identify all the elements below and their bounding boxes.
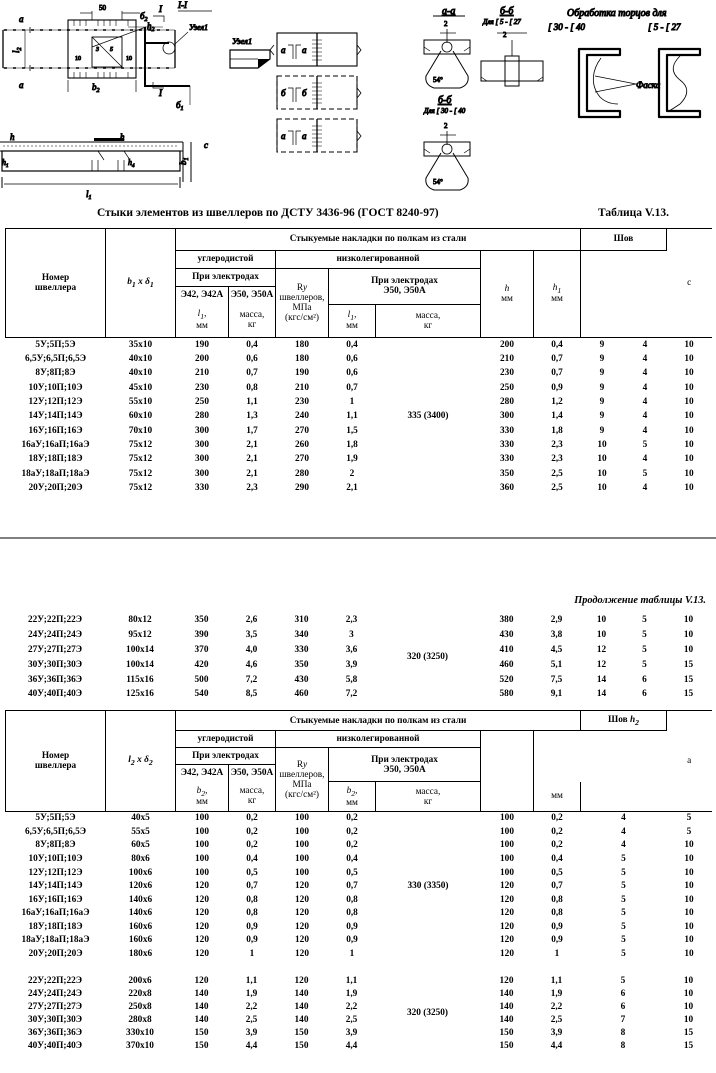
svg-text:a: a bbox=[19, 14, 24, 24]
svg-text:a: a bbox=[281, 45, 286, 55]
svg-text:h: h bbox=[120, 132, 125, 142]
svg-text:Фаска: Фаска bbox=[636, 80, 661, 90]
svg-text:I: I bbox=[158, 88, 163, 98]
svg-text:б-б: б-б bbox=[438, 95, 452, 106]
svg-text:2: 2 bbox=[444, 122, 448, 130]
svg-text:l2: l2 bbox=[11, 47, 23, 53]
svg-text:Для [ 30 - [ 40: Для [ 30 - [ 40 bbox=[423, 107, 466, 115]
svg-text:l1: l1 bbox=[86, 189, 92, 200]
svg-text:h: h bbox=[10, 132, 15, 142]
svg-text:б2: б2 bbox=[140, 11, 148, 23]
svg-text:Узел1: Узел1 bbox=[232, 36, 252, 46]
svg-text:б: б bbox=[302, 88, 307, 98]
svg-text:2: 2 bbox=[444, 20, 448, 28]
svg-text:5: 5 bbox=[110, 47, 113, 53]
svg-text:54°: 54° bbox=[433, 178, 443, 186]
svg-text:3: 3 bbox=[95, 47, 99, 53]
svg-text:б1: б1 bbox=[176, 100, 184, 112]
svg-text:h4: h4 bbox=[128, 158, 135, 169]
svg-text:a: a bbox=[19, 80, 24, 90]
svg-text:h1: h1 bbox=[2, 158, 9, 169]
svg-text:б-б: б-б bbox=[500, 6, 514, 17]
svg-text:[ 5 - [ 27: [ 5 - [ 27 bbox=[648, 22, 681, 32]
svg-text:a: a bbox=[281, 131, 286, 141]
svg-text:c: c bbox=[204, 140, 208, 150]
svg-text:b2: b2 bbox=[92, 82, 100, 94]
svg-text:50: 50 bbox=[99, 4, 107, 12]
svg-text:Для [ 5 - [ 27: Для [ 5 - [ 27 bbox=[482, 18, 521, 26]
svg-text:Обработка торцов для: Обработка торцов для bbox=[567, 8, 667, 19]
svg-text:Узел1: Узел1 bbox=[189, 23, 208, 32]
svg-text:2: 2 bbox=[503, 31, 507, 39]
svg-text:I: I bbox=[158, 4, 163, 14]
svg-text:a: a bbox=[302, 45, 307, 55]
svg-text:10: 10 bbox=[126, 56, 132, 62]
svg-text:I-I: I-I bbox=[177, 0, 188, 10]
svg-text:10: 10 bbox=[75, 56, 81, 62]
svg-text:54°: 54° bbox=[433, 76, 443, 84]
svg-text:a: a bbox=[302, 131, 307, 141]
svg-text:[ 30 - [ 40: [ 30 - [ 40 bbox=[548, 22, 586, 32]
svg-text:а-а: а-а bbox=[442, 6, 455, 17]
svg-text:б: б bbox=[281, 88, 286, 98]
